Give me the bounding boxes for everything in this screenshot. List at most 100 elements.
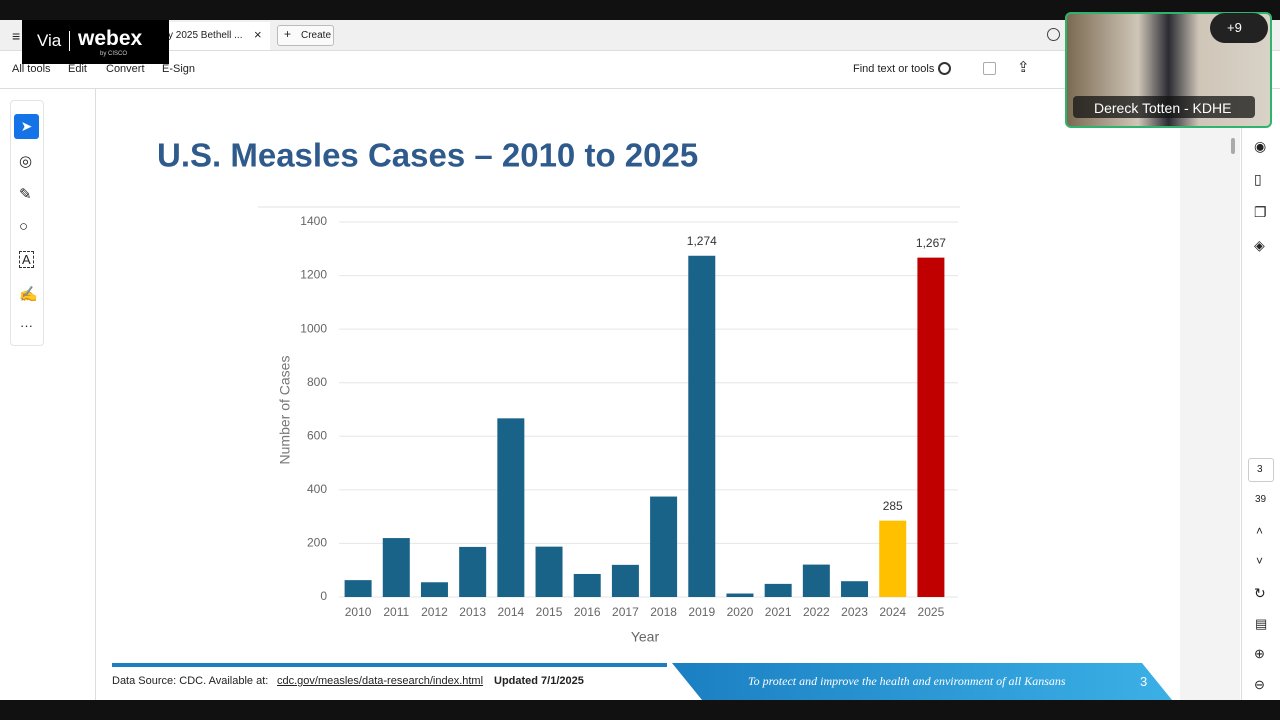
x-tick-label: 2012 (421, 605, 448, 619)
bar (497, 418, 525, 597)
speaker-name: Dereck Totten - KDHE (1094, 100, 1232, 116)
y-tick-label: 1400 (300, 214, 327, 228)
rotate[interactable]: ↻ (1254, 585, 1266, 601)
value-label: 1,274 (687, 234, 717, 248)
footer-motto: To protect and improve the health and en… (748, 674, 1066, 688)
bottom-bar (0, 700, 1280, 720)
doc-border (95, 89, 96, 700)
page-number: 3 (1257, 464, 1263, 475)
select-tool[interactable]: ➤ (14, 114, 39, 139)
y-tick-label: 0 (320, 589, 327, 603)
bar (879, 520, 907, 597)
search-icon[interactable] (938, 62, 951, 75)
bar (802, 564, 830, 597)
footer-link[interactable]: cdc.gov/measles/data-research/index.html (277, 675, 484, 687)
menu-item[interactable]: Convert (106, 63, 145, 75)
bar (459, 546, 487, 597)
webex-badge (22, 20, 169, 64)
sign-tool[interactable]: ✍ (19, 286, 38, 303)
bar (688, 255, 716, 597)
rail-icon[interactable]: ◉ (1254, 138, 1267, 154)
x-tick-label: 2018 (650, 605, 677, 619)
doc-gutter (1180, 89, 1240, 700)
x-tick-label: 2010 (345, 605, 372, 619)
menu-icon[interactable]: ≡ (12, 28, 21, 44)
x-tick-label: 2015 (536, 605, 563, 619)
y-tick-label: 1000 (300, 321, 327, 335)
x-tick-label: 2023 (841, 605, 868, 619)
y-axis-label: Number of Cases (277, 356, 293, 465)
next-page[interactable]: ˅ (1256, 554, 1264, 568)
text-tool[interactable]: A (19, 251, 34, 268)
x-tick-label: 2025 (918, 605, 945, 619)
menu-item[interactable]: E-Sign (162, 63, 196, 75)
right-rail (1241, 89, 1280, 700)
webex-via: Via (37, 31, 62, 50)
draw-tool[interactable]: ✎ (19, 186, 32, 203)
tab-close[interactable]: × (254, 27, 262, 42)
webex-brand: webex (78, 27, 143, 50)
x-tick-label: 2017 (612, 605, 639, 619)
y-tick-label: 800 (307, 375, 327, 389)
scrollbar[interactable] (1231, 138, 1235, 154)
bar (573, 573, 601, 597)
footer-source: Data Source: CDC. Available at: (112, 675, 269, 687)
bar (535, 546, 563, 597)
rail-icon[interactable]: ▯ (1254, 171, 1262, 187)
value-label: 1,267 (916, 236, 946, 250)
footer-banner (672, 663, 1172, 700)
comment-tool[interactable]: ◎ (19, 153, 33, 170)
x-tick-label: 2020 (727, 605, 754, 619)
webex-by: by CISCO (100, 51, 128, 57)
bar (420, 582, 448, 597)
upload-icon[interactable]: ⇪ (1017, 59, 1030, 76)
x-axis-label: Year (631, 629, 660, 645)
bar (382, 538, 410, 597)
value-label: 285 (883, 499, 903, 513)
tab[interactable] (160, 22, 270, 50)
x-tick-label: 2022 (803, 605, 830, 619)
create-button[interactable] (277, 25, 334, 46)
doc-icon[interactable]: ▤ (1255, 616, 1268, 631)
x-tick-label: 2021 (765, 605, 792, 619)
footer-stripe (112, 663, 667, 667)
participants-pill[interactable] (1210, 13, 1268, 43)
x-tick-label: 2011 (383, 605, 409, 619)
y-tick-label: 400 (307, 482, 327, 496)
bar (764, 583, 792, 597)
rail-icon[interactable]: ◈ (1254, 237, 1265, 253)
x-tick-label: 2014 (497, 605, 524, 619)
menu-divider (0, 88, 1280, 89)
lasso-tool[interactable]: ○ (19, 218, 29, 235)
help-icon[interactable] (1047, 28, 1060, 41)
find-label[interactable]: Find text or tools (853, 63, 935, 75)
plus-icon: + (284, 27, 292, 41)
page-box[interactable] (1248, 458, 1274, 482)
bar (841, 581, 869, 597)
tab-title: y 2025 Bethell ... (168, 30, 243, 41)
menu-item[interactable]: Edit (68, 63, 87, 75)
name-tag (1073, 96, 1255, 118)
prev-page[interactable]: ˄ (1256, 524, 1264, 538)
create-label: Create (301, 30, 332, 41)
x-tick-label: 2013 (459, 605, 486, 619)
tool-rail (10, 100, 44, 346)
y-tick-label: 200 (307, 536, 327, 550)
save-icon[interactable] (983, 62, 996, 75)
x-tick-label: 2016 (574, 605, 601, 619)
zoom-out[interactable]: ⊖ (1254, 677, 1265, 692)
top-bar (0, 0, 1280, 20)
menu-item[interactable]: All tools (12, 63, 51, 75)
y-tick-label: 600 (307, 428, 327, 442)
zoom-in[interactable]: ⊕ (1254, 646, 1265, 661)
bar (917, 257, 945, 597)
chart: U.S. Measles Cases – 2010 to 2025 Number… (157, 137, 960, 645)
rail-icon[interactable]: ❐ (1254, 204, 1267, 220)
more-tools[interactable]: ··· (20, 318, 33, 333)
x-tick-label: 2024 (879, 605, 906, 619)
participants-count: +9 (1227, 20, 1242, 35)
chart-title: U.S. Measles Cases – 2010 to 2025 (157, 137, 698, 174)
bar (726, 593, 754, 597)
page-total: 39 (1255, 494, 1267, 505)
